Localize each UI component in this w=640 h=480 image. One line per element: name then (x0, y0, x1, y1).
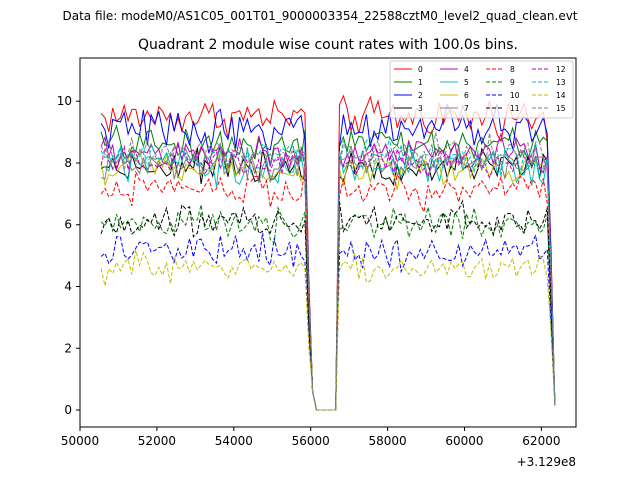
x-tick-label: 50000 (61, 434, 99, 448)
legend-label-module-3: 3 (418, 104, 423, 113)
chart-title: Quadrant 2 module wise count rates with … (138, 37, 518, 53)
x-tick-label: 56000 (292, 434, 330, 448)
plot-frame (79, 57, 577, 428)
legend-label-module-5: 5 (464, 78, 469, 87)
legend-label-module-11: 11 (510, 104, 520, 113)
y-tick-label: 6 (64, 218, 72, 232)
legend-label-module-12: 12 (556, 65, 566, 74)
legend-label-module-1: 1 (418, 78, 423, 87)
legend-label-module-7: 7 (464, 104, 469, 113)
legend-label-module-8: 8 (510, 65, 515, 74)
legend-label-module-2: 2 (418, 91, 423, 100)
chart-suptitle: Data file: modeM0/AS1C05_001T01_90000033… (62, 9, 577, 23)
series-line-module-10 (100, 232, 556, 411)
legend-label-module-9: 9 (510, 78, 515, 87)
x-tick-label: 62000 (522, 434, 560, 448)
legend-label-module-4: 4 (464, 65, 469, 74)
legend-label-module-10: 10 (510, 91, 520, 100)
x-tick-label: 58000 (369, 434, 407, 448)
legend-label-module-13: 13 (556, 78, 566, 87)
legend-label-module-0: 0 (418, 65, 423, 74)
series-line-module-15 (100, 132, 556, 411)
legend-label-module-15: 15 (556, 104, 566, 113)
x-tick-label: 52000 (138, 434, 176, 448)
y-tick-label: 2 (64, 341, 72, 355)
y-tick-label: 10 (57, 94, 72, 108)
legend-box (389, 60, 574, 119)
x-tick-label: 54000 (215, 434, 253, 448)
legend-label-module-6: 6 (464, 91, 469, 100)
series-line-module-14 (100, 249, 556, 411)
y-tick-label: 4 (64, 280, 72, 294)
y-tick-label: 0 (64, 403, 72, 417)
y-tick-label: 8 (64, 156, 72, 170)
x-offset-label: +3.129e8 (517, 455, 576, 469)
legend-label-module-14: 14 (556, 91, 566, 100)
x-tick-label: 60000 (445, 434, 483, 448)
